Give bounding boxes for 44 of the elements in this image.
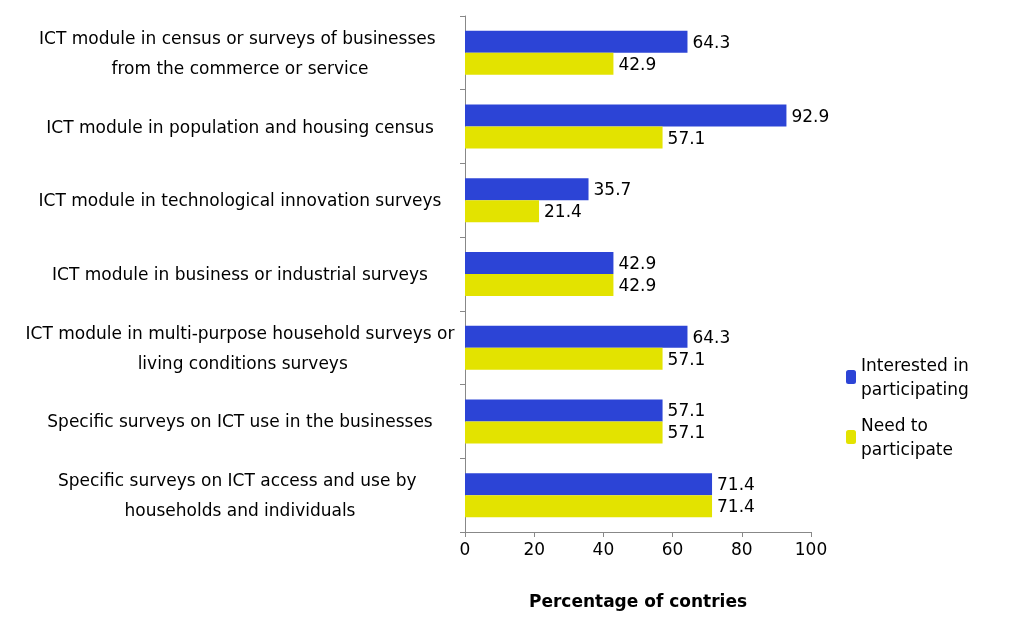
x-tick-label: 100: [794, 538, 828, 559]
y-tick-label: ICT module in census or surveys of businesses from the commerce or service: [38, 27, 442, 78]
bar: [465, 495, 713, 518]
y-tick-label: Specific surveys on ICT access and use by households and individuals: [57, 470, 423, 521]
data-label: 42.9: [618, 275, 657, 295]
data-label: 57.1: [667, 127, 706, 148]
bar: [465, 347, 663, 370]
y-tick-label: ICT module in population and housing census: [46, 116, 434, 137]
data-label: 35.7: [593, 179, 632, 200]
y-tick-label: Specific surveys on ICT use in the businesses: [47, 411, 433, 432]
data-label: 57.1: [667, 400, 706, 421]
bar: [465, 178, 589, 201]
bar: [465, 200, 540, 223]
bar: [465, 104, 787, 127]
bar: [465, 30, 688, 53]
y-tick-label: ICT module in technological innovation surveys: [38, 190, 442, 211]
data-label: 42.9: [618, 53, 657, 74]
bar: [465, 52, 614, 75]
data-label: 71.4: [717, 496, 755, 517]
bar: [465, 252, 614, 274]
bar: [465, 126, 663, 149]
data-label: 57.1: [667, 348, 706, 369]
data-label: 64.3: [692, 326, 731, 347]
data-label: 64.3: [692, 31, 731, 52]
y-tick-label: ICT module in multi-purpose household surveys or living conditions surveys: [25, 322, 455, 373]
data-label: 42.9: [618, 253, 657, 273]
legend-label: Interested in participating: [861, 355, 975, 399]
x-tick-label: 80: [730, 538, 753, 559]
data-label: 71.4: [717, 474, 755, 495]
x-tick-label: 60: [661, 538, 684, 559]
x-tick-label: 40: [592, 538, 615, 559]
x-tick-label: 20: [523, 538, 546, 559]
x-axis-title: Percentage of contries: [528, 590, 748, 611]
data-label: 92.9: [791, 105, 830, 126]
data-label: 57.1: [667, 422, 706, 443]
y-tick-label: ICT module in business or industrial surveys: [52, 264, 429, 284]
legend-label: Need to participate: [861, 415, 953, 459]
bar: [465, 325, 688, 348]
bar: [465, 421, 663, 444]
data-label: 21.4: [544, 201, 582, 222]
bar: [465, 274, 614, 296]
x-tick-label: 0: [459, 538, 471, 559]
bar: [465, 473, 713, 496]
bar: [465, 399, 663, 422]
